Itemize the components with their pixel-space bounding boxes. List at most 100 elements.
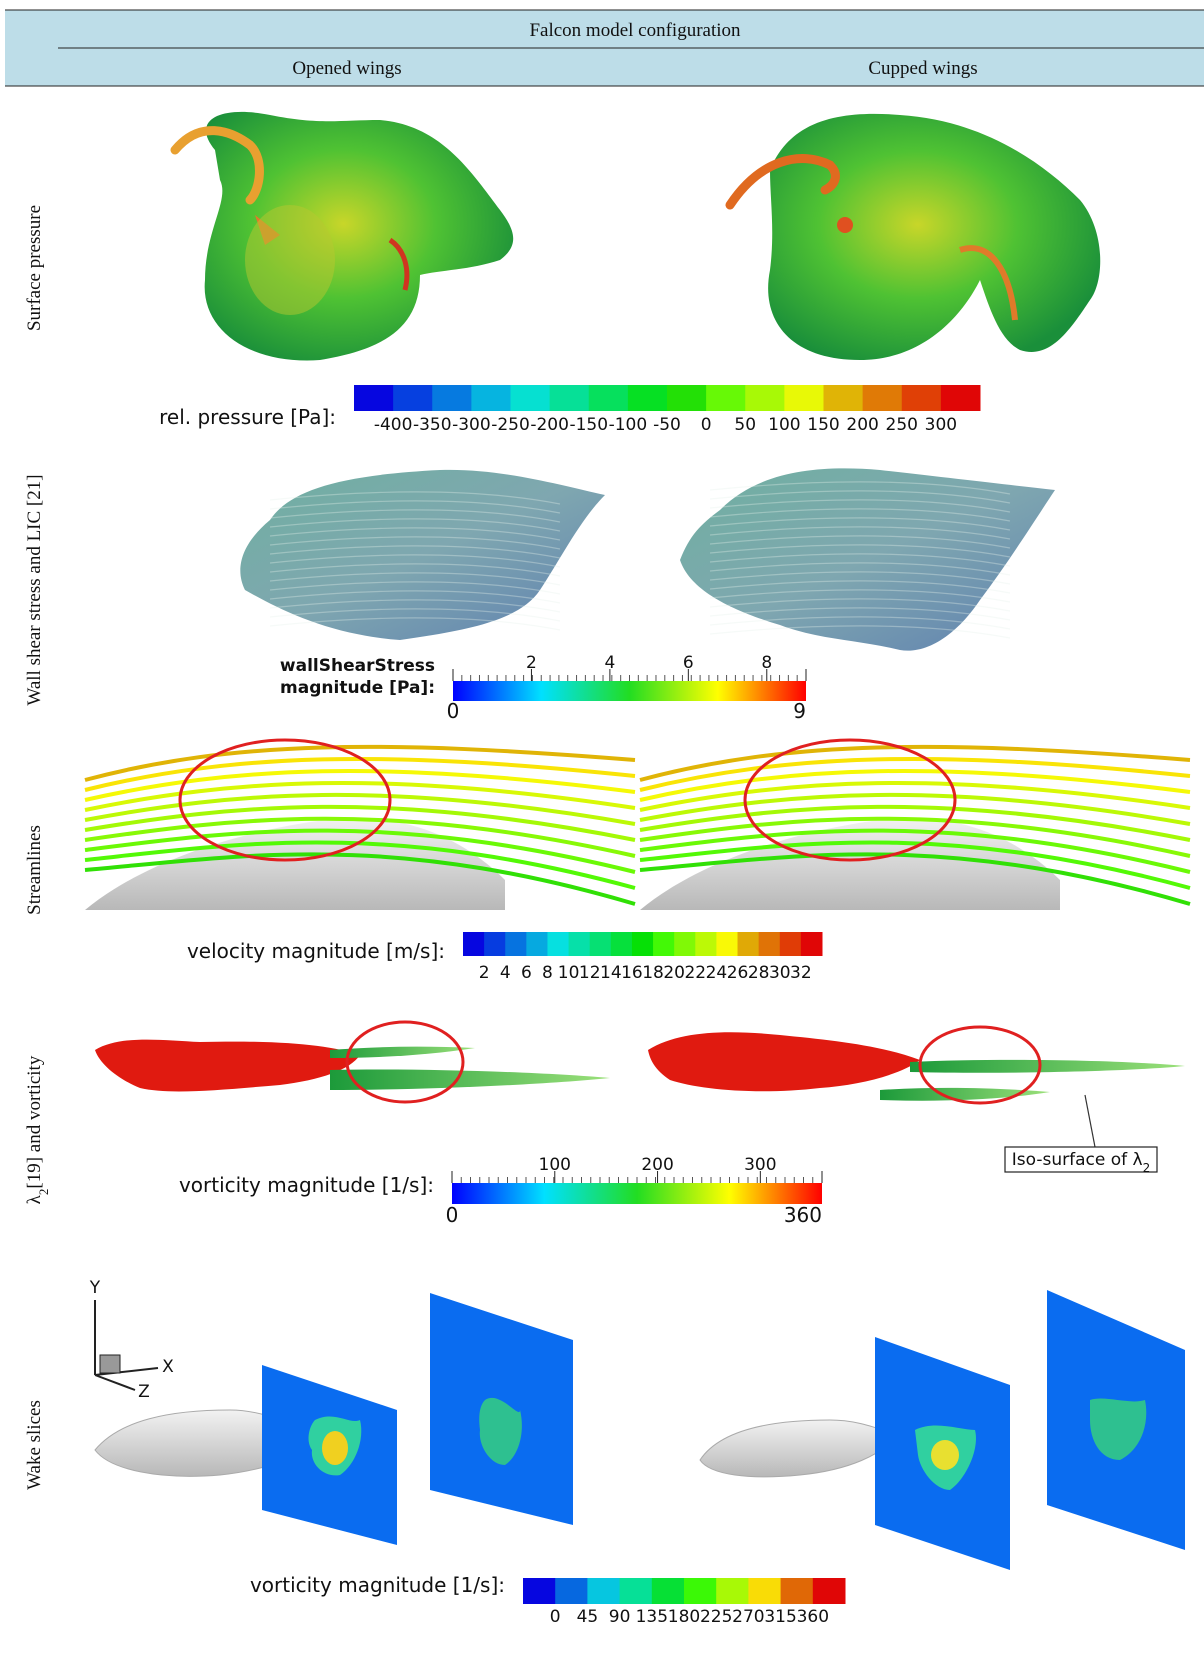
lic-stroke [709, 625, 1011, 639]
colorbar-end-label: 0 [447, 699, 460, 723]
lic-stroke [269, 545, 561, 559]
colorbar-band [800, 932, 823, 956]
iso-surface-cupped [648, 1032, 920, 1092]
symbol: λ [24, 1194, 45, 1204]
colorbar-tick-label: 24 [706, 963, 728, 983]
colorbar-band [526, 932, 548, 956]
vortex-tube [880, 1087, 1050, 1101]
colorbar-band [619, 1578, 653, 1604]
colorbar-tick-label: 300 [744, 1155, 776, 1175]
colorbar-band [779, 932, 802, 956]
axis-name: Z [138, 1382, 150, 1402]
row-label: λ2[19] and vorticity [24, 1055, 51, 1204]
colorbar-band [568, 932, 591, 956]
colorbar-tick-label: 150 [807, 415, 839, 435]
colorbar-label: magnitude [Pa]: [280, 678, 435, 698]
colorbar-tick-label: -100 [609, 415, 648, 435]
streamline [639, 792, 1191, 826]
colorbar-tick-label: 12 [579, 963, 601, 983]
colorbar-label: wallShearStress [280, 656, 435, 676]
colorbar-band [706, 385, 746, 411]
colorbar-label: rel. pressure [Pa]: [159, 405, 336, 429]
vortex-tube [330, 1046, 475, 1058]
lic-stroke [709, 544, 1011, 558]
colorbar-band [547, 932, 570, 956]
colorbar-band [737, 932, 760, 956]
lic-stroke [269, 599, 561, 613]
colorbar-band [812, 1578, 846, 1604]
colorbar-tick-label: 180 [668, 1607, 700, 1627]
colorbar-band [695, 932, 717, 956]
colorbar-tick-label: 2 [479, 963, 490, 983]
falcon-body [699, 1419, 901, 1478]
colorbar-tick-label: 360 [797, 1607, 829, 1627]
colorbar-band [587, 1578, 621, 1604]
colorbar-band [823, 385, 864, 411]
column-label: Cupped wings [868, 58, 977, 79]
colorbar-band [748, 1578, 782, 1604]
leader-line [1084, 1094, 1096, 1148]
streamline [639, 804, 1191, 842]
colorbar-tick-label: 0 [701, 415, 712, 435]
colorbar-tick-label: 225 [700, 1607, 732, 1627]
colorbar-band [862, 385, 903, 411]
axis-line [94, 1367, 159, 1376]
colorbar-band [901, 385, 942, 411]
colorbar-band [631, 932, 654, 956]
colorbar-tick-label: 2 [526, 653, 537, 673]
lic-stroke [709, 553, 1011, 567]
colorbar-band [784, 385, 824, 411]
colorbar-gradient [452, 1183, 822, 1204]
colorbar-tick-label: 20 [663, 963, 685, 983]
colorbar-end-label: 0 [446, 1203, 459, 1227]
lic-stroke [709, 580, 1011, 594]
ground-body [85, 818, 505, 910]
colorbar-label: vorticity magnitude [1/s]: [250, 1573, 505, 1597]
annotation-text: Iso-surface of λ [1012, 1150, 1143, 1170]
row-label: Wake slices [24, 1400, 45, 1490]
colorbar-tick-label: 8 [761, 653, 772, 673]
lic-stroke [269, 518, 561, 532]
colorbar-band [940, 385, 981, 411]
colorbar-band [667, 385, 707, 411]
colorbar-tick-label: 16 [621, 963, 643, 983]
lic-stroke [709, 517, 1011, 531]
colorbar-band [555, 1578, 588, 1604]
streamline [639, 756, 1191, 792]
lic-stroke [709, 607, 1011, 621]
colorbar-band [716, 1578, 749, 1604]
colorbar-band [471, 385, 511, 411]
colorbar-tick-label: -400 [374, 415, 413, 435]
colorbar-tick-label: 28 [748, 963, 770, 983]
colorbar-band [780, 1578, 814, 1604]
lic-stroke [269, 581, 561, 595]
shear-surface-cupped [680, 468, 1055, 651]
highlight-ellipse [918, 1025, 1042, 1105]
colorbar-band [758, 932, 781, 956]
colorbar-tick-label: 50 [734, 415, 756, 435]
colorbars: -400 -350 -300 -250 -200 -150 -100 -50 0 50 100 150… [159, 385, 981, 1627]
streamline [84, 828, 636, 874]
axis-cube [99, 1354, 121, 1374]
lic-stroke [709, 481, 1011, 495]
header-title: Falcon model configuration [529, 20, 741, 41]
colorbar-tick-label: 300 [925, 415, 957, 435]
colorbar-tick-label: 26 [727, 963, 749, 983]
axis-line [94, 1374, 136, 1391]
lic-stroke [269, 536, 561, 550]
colorbar-tick-label: 8 [542, 963, 553, 983]
colorbar-tick-label: 250 [886, 415, 918, 435]
colorbar-tick-label: 270 [732, 1607, 764, 1627]
lic-stroke [709, 616, 1011, 630]
colorbar-band [354, 385, 394, 411]
annotation: Iso-surface of λ2 [1012, 1150, 1150, 1175]
row-label: Surface pressure [24, 205, 45, 331]
streamline [84, 744, 636, 782]
streamline [639, 744, 1191, 782]
colorbar-tick-label: 32 [790, 963, 812, 983]
colorbar-band [588, 385, 629, 411]
colorbar-label: vorticity magnitude [1/s]: [179, 1173, 434, 1197]
colorbar-tick-label: 200 [846, 415, 878, 435]
pressure-highlight [725, 154, 840, 210]
lic-stroke [709, 526, 1011, 540]
